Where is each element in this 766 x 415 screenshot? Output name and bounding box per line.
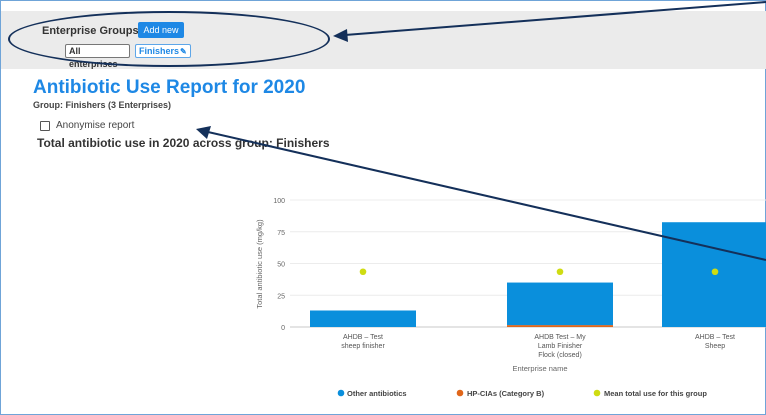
y-tick-label: 25 [277,293,285,300]
page-title: Antibiotic Use Report for 2020 [33,77,306,98]
legend-label: HP-CIAs (Category B) [467,389,545,398]
annotation-arrow-anonymise [207,131,766,261]
y-axis-label: Total antibiotic use (mg/kg) [255,219,264,309]
y-tick-label: 0 [281,325,285,332]
arrowhead-icon [333,29,348,42]
legend-marker [337,389,345,397]
anonymise-checkbox[interactable] [40,120,50,131]
bar-other-antibiotics [310,310,416,327]
mean-marker [359,268,367,276]
y-tick-label: 75 [277,230,285,237]
bar-other-antibiotics [507,282,613,326]
legend-label: Other antibiotics [347,389,407,398]
x-tick-label: AHDB – Test sheep finisher [341,334,385,350]
bar-hp-cias [507,325,613,327]
x-axis-label: Enterprise name [512,364,567,373]
annotation-ellipse [8,11,330,67]
legend-marker [456,389,464,397]
y-tick-label: 50 [277,262,285,269]
chart-heading: Total antibiotic use in 2020 across grou… [37,136,330,150]
mean-marker [556,268,564,276]
mean-marker [711,268,719,276]
x-tick-label: AHDB – Test Sheep [695,334,735,350]
arrowhead-icon [196,126,211,139]
legend-label: Mean total use for this group [604,389,707,398]
anonymise-label: Anonymise report [56,120,135,131]
x-tick-label: AHDB Test – My Lamb Finisher Flock (closed… [534,334,586,359]
annotation-arrow-groups [344,1,766,36]
legend-marker [593,389,601,397]
y-tick-label: 100 [273,198,285,205]
anonymise-row[interactable]: Anonymise report [40,120,134,131]
group-summary: Group: Finishers (3 Enterprises) [33,100,172,110]
